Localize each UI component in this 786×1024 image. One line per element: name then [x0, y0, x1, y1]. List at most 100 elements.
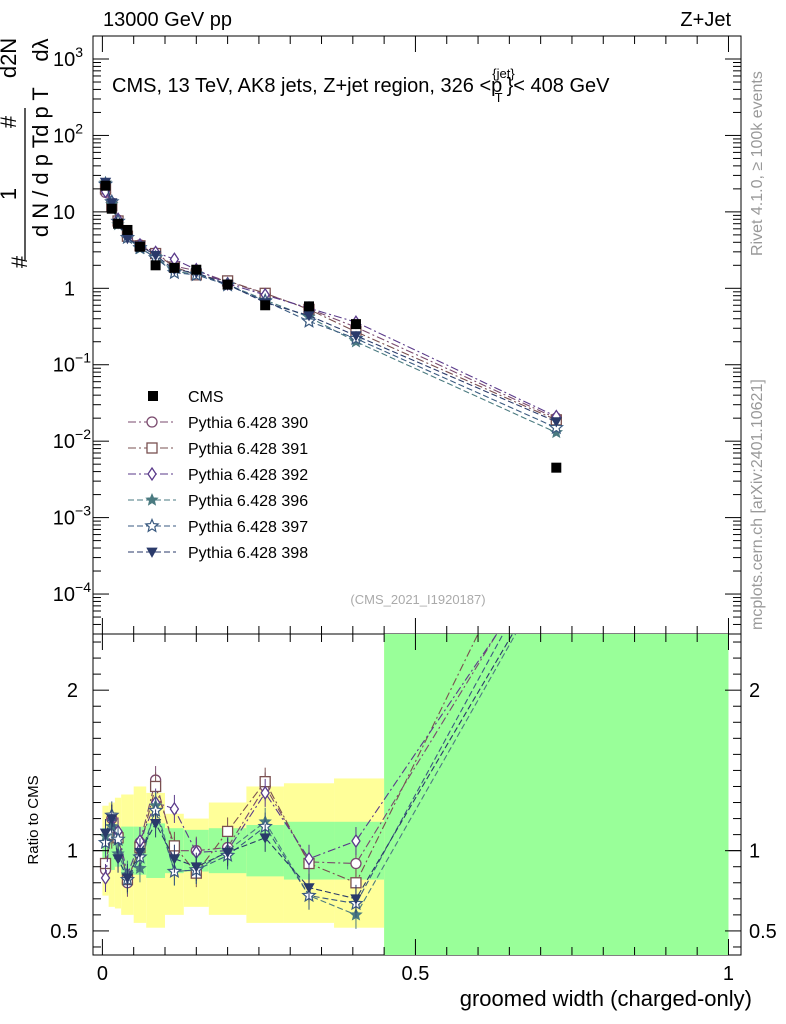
- cms-data-marker: [113, 218, 124, 229]
- y-tick-label: 10−1: [53, 350, 91, 377]
- ratio-series-marker: [351, 833, 361, 849]
- ratio-series-marker: [169, 801, 180, 817]
- cms-data-marker: [222, 279, 233, 290]
- legend-label: Pythia 6.428 392: [188, 467, 308, 484]
- legend-label-cms: CMS: [188, 389, 224, 406]
- legend-marker: [147, 466, 157, 482]
- rivet-version-label: Rivet 4.1.0, ≥ 100k events: [749, 71, 766, 256]
- main-series-line: [104, 188, 557, 421]
- main-series-marker: [550, 417, 562, 428]
- ratio-series-marker: [350, 894, 362, 905]
- ratio-y-tick-label-left: 0.5: [50, 921, 78, 943]
- x-tick-label: 0.5: [402, 963, 430, 985]
- cms-data-marker: [169, 262, 180, 273]
- source-url-label: mcplots.cern.ch [arXiv:2401.10621]: [749, 379, 766, 630]
- ratio-series-marker: [121, 873, 134, 884]
- ratio-y-axis-label: Ratio to CMS: [25, 775, 42, 864]
- y-label-denominator: d N / d p T: [28, 135, 53, 237]
- ratio-series-marker: [350, 857, 362, 870]
- cms-data-marker: [551, 462, 562, 473]
- ratio-series-marker: [168, 854, 181, 865]
- main-series-marker: [106, 198, 118, 209]
- cms-data-points: [100, 180, 562, 473]
- cms-data-marker: [350, 319, 361, 330]
- cms-data-marker: [122, 224, 133, 235]
- main-series-line: [104, 182, 557, 434]
- ratio-series-marker: [134, 847, 146, 859]
- ratio-series-marker: [221, 847, 234, 859]
- ratio-y-tick-label-right: 0.5: [749, 921, 777, 943]
- legend-label: Pythia 6.428 397: [188, 519, 308, 536]
- main-series-group: [97, 175, 564, 439]
- main-series-line: [105, 191, 557, 417]
- analysis-watermark: (CMS_2021_I1920187): [350, 592, 485, 607]
- cms-data-marker: [260, 300, 271, 311]
- legend-marker: [146, 547, 158, 558]
- main-series-marker: [549, 425, 563, 439]
- ratio-y-tick-label-right: 2: [749, 680, 760, 702]
- cms-data-marker: [150, 260, 161, 271]
- header-right-label: Z+Jet: [680, 9, 731, 31]
- legend-marker: [145, 492, 159, 506]
- x-axis-label: groomed width (charged-only): [460, 986, 752, 1011]
- ratio-series-marker: [260, 785, 270, 801]
- ratio-series-marker: [304, 851, 314, 866]
- y-tick-label: 10−3: [53, 503, 91, 530]
- legend-label: Pythia 6.428 391: [188, 441, 308, 458]
- y-label-d2n: d2N: [0, 38, 21, 78]
- stat-uncertainty-band: [108, 828, 115, 870]
- x-tick-label: 0: [97, 963, 108, 985]
- x-tick-label: 1: [723, 963, 734, 985]
- legend-marker-cms: [148, 391, 158, 401]
- cms-data-marker: [100, 180, 111, 191]
- ratio-series-group: [97, 633, 517, 929]
- y-label-one: 1: [0, 188, 21, 200]
- y-tick-label: 10−2: [53, 426, 91, 453]
- cms-data-marker: [134, 241, 145, 252]
- ratio-series-marker: [100, 870, 111, 886]
- y-label-rotated: #1 d N / d p T # d p T d2N dλ: [0, 38, 53, 268]
- stat-uncertainty-band: [121, 826, 134, 875]
- main-series-line: [104, 181, 557, 423]
- ratio-series-marker: [221, 825, 234, 838]
- main-series-line: [105, 192, 557, 419]
- legend: CMS Pythia 6.428 390 Pythia 6.428 391 Pythi…: [128, 389, 308, 562]
- stat-uncertainty-band: [146, 823, 165, 878]
- legend-marker: [144, 517, 160, 533]
- ratio-series-marker: [303, 883, 315, 894]
- y-tick-label: 10−4: [53, 579, 91, 606]
- y-label-dpt: d p T: [28, 87, 53, 137]
- main-series-marker: [303, 311, 315, 322]
- ratio-series-marker: [149, 818, 162, 830]
- legend-label: Pythia 6.428 396: [188, 493, 308, 510]
- legend-marker: [146, 442, 158, 454]
- ratio-y-tick-label-left: 1: [67, 841, 78, 863]
- y-tick-label: 10: [53, 202, 75, 224]
- ratio-series-marker: [259, 833, 271, 844]
- main-series-marker: [350, 331, 362, 342]
- main-series-marker: [149, 250, 162, 262]
- ratio-series-marker: [99, 828, 112, 839]
- ratio-series-marker: [112, 854, 124, 865]
- main-series-line: [104, 184, 557, 429]
- main-y-axis-label: #1 d N / d p T # d p T d2N dλ: [0, 38, 53, 268]
- ratio-series-marker: [190, 862, 202, 873]
- main-plot-title: CMS, 13 TeV, AK8 jets, Z+jet region, 326…: [112, 66, 610, 105]
- y-tick-label: 102: [53, 120, 83, 147]
- legend-label: Pythia 6.428 398: [188, 545, 308, 562]
- y-tick-label: 103: [53, 44, 83, 71]
- y-label-hash: #: [7, 255, 32, 268]
- y-label-dlambda: dλ: [28, 38, 53, 61]
- cms-data-marker: [304, 301, 314, 312]
- legend-label: Pythia 6.428 390: [188, 415, 308, 432]
- y-label-hash-2: #: [0, 115, 21, 128]
- legend-marker: [146, 416, 158, 428]
- header-left-label: 13000 GeV pp: [103, 9, 232, 31]
- cms-data-marker: [191, 264, 202, 275]
- ratio-y-tick-label-left: 2: [67, 680, 78, 702]
- axes-group: 0 0.5 1 10−4 10−3 10−2 10−1 1 10 102 103 0.5 0.5 1 1 2 2: [50, 35, 777, 985]
- cms-data-marker: [106, 203, 117, 214]
- stat-uncertainty-band: [384, 634, 729, 955]
- ratio-y-tick-label-right: 1: [749, 841, 760, 863]
